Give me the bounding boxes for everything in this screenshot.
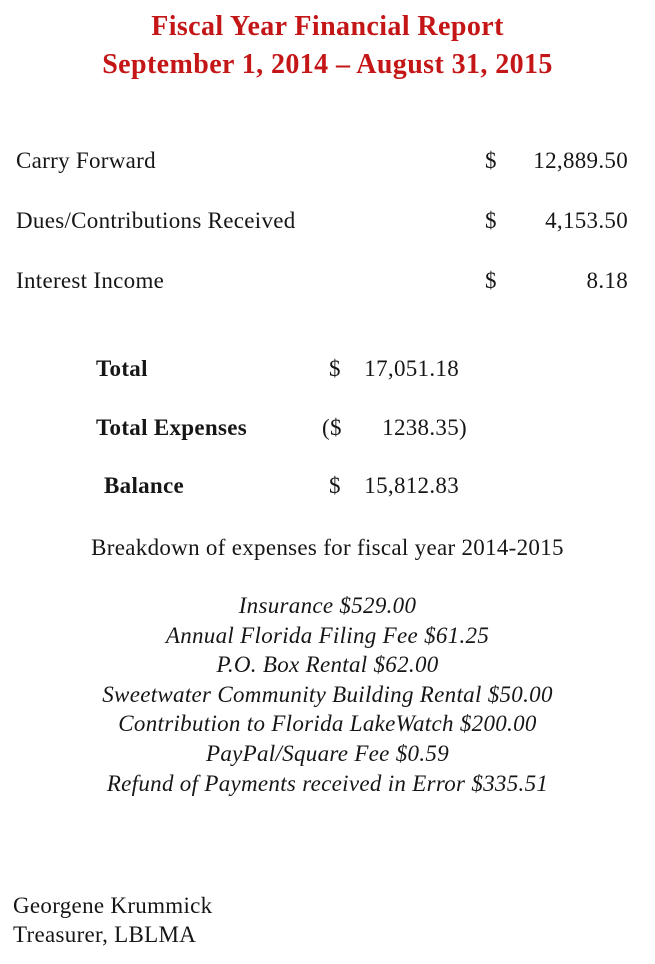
currency-symbol: $ [485, 268, 497, 293]
expense-breakdown-list: Insurance $529.00 Annual Florida Filing … [0, 591, 655, 798]
amount-suffix: ) [459, 415, 467, 440]
row-label: Total [96, 356, 148, 381]
summary-row-interest-income: Interest Income $ 8.18 [0, 266, 655, 296]
expense-item: Annual Florida Filing Fee $61.25 [165, 622, 490, 648]
signature-title: Treasurer, LBLMA [13, 922, 197, 947]
expense-item: Insurance $529.00 [238, 593, 417, 618]
row-label: Dues/Contributions Received [16, 208, 296, 233]
row-label: Total Expenses [96, 415, 247, 440]
amount-value: 4,153.50 [545, 208, 628, 233]
currency-symbol: $ [485, 148, 497, 173]
expense-item: PayPal/Square Fee $0.59 [205, 740, 449, 766]
report-title: Fiscal Year Financial Report September 1… [0, 8, 655, 84]
amount-value: 17,051.18 [364, 356, 459, 381]
expense-item: Sweetwater Community Building Rental $50… [102, 681, 553, 707]
amount-value: 15,812.83 [364, 473, 459, 498]
expense-breakdown-heading: Breakdown of expenses for fiscal year 20… [91, 535, 564, 560]
totals-row-balance: Balance $ 15,812.83 [0, 471, 655, 501]
expense-item: Contribution to Florida LakeWatch $200.0… [118, 711, 537, 737]
currency-symbol: $ [329, 473, 341, 498]
signature-name: Georgene Krummick [13, 893, 213, 918]
totals-row-total-expenses: Total Expenses ($ 1238.35 ) [0, 413, 655, 443]
row-label: Carry Forward [16, 148, 156, 173]
summary-row-carry-forward: Carry Forward $ 12,889.50 [0, 146, 655, 176]
row-label: Balance [104, 473, 185, 498]
signature-block: Georgene Krummick Treasurer, LBLMA [13, 891, 212, 949]
amount-value: 12,889.50 [533, 148, 628, 173]
summary-row-dues-contributions: Dues/Contributions Received $ 4,153.50 [0, 206, 655, 236]
report-title-line1: Fiscal Year Financial Report [151, 11, 504, 42]
amount-value: 1238.35 [382, 415, 459, 440]
currency-symbol: $ [485, 208, 497, 233]
totals-row-total: Total $ 17,051.18 [0, 354, 655, 384]
row-label: Interest Income [16, 268, 165, 293]
expense-item: Refund of Payments received in Error $33… [106, 770, 549, 796]
currency-symbol: ($ [322, 415, 342, 440]
amount-value: 8.18 [586, 268, 628, 293]
currency-symbol: $ [329, 356, 341, 381]
expense-item: P.O. Box Rental $62.00 [216, 652, 439, 678]
report-title-line2: September 1, 2014 – August 31, 2015 [102, 49, 553, 80]
